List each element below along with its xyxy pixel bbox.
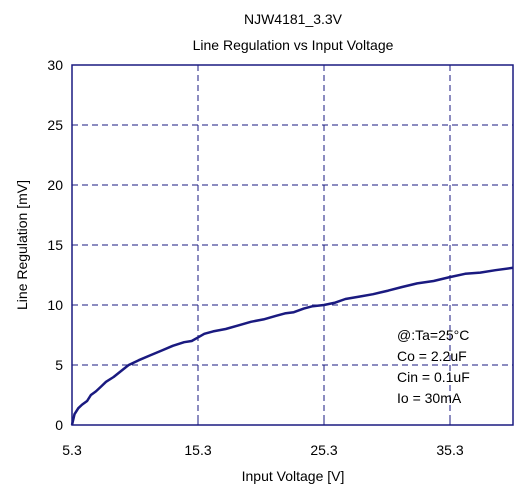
y-tick-label: 25 (47, 117, 63, 133)
y-tick-label: 0 (55, 417, 63, 433)
x-tick-label: 5.3 (62, 442, 82, 458)
y-tick-label: 5 (55, 357, 63, 373)
condition-annotations: @:Ta=25°C Co = 2.2uF Cin = 0.1uF Io = 30mA (397, 327, 470, 406)
y-tick-label: 30 (47, 57, 63, 73)
series-line (70, 266, 514, 426)
x-tick-label: 35.3 (436, 442, 463, 458)
annotation-line: Io = 30mA (397, 390, 462, 406)
annotation-line: Cin = 0.1uF (397, 369, 470, 385)
plot-area-border (71, 64, 514, 426)
y-tick-label: 20 (47, 177, 63, 193)
y-tick-label: 10 (47, 297, 63, 313)
tick-labels: 0 5 10 15 20 25 30 5.3 15.3 25.3 35.3 (47, 57, 463, 458)
y-tick-label: 15 (47, 237, 63, 253)
grid-lines (71, 64, 513, 426)
x-tick-label: 15.3 (184, 442, 211, 458)
annotation-line: Co = 2.2uF (397, 348, 467, 364)
x-axis-label: Input Voltage [V] (242, 468, 345, 484)
chart-subtitle: Line Regulation vs Input Voltage (193, 37, 394, 53)
y-axis-label: Line Regulation [mV] (14, 180, 30, 310)
chart-title: NJW4181_3.3V (244, 11, 343, 27)
annotation-line: @:Ta=25°C (397, 327, 469, 343)
x-tick-label: 25.3 (310, 442, 337, 458)
